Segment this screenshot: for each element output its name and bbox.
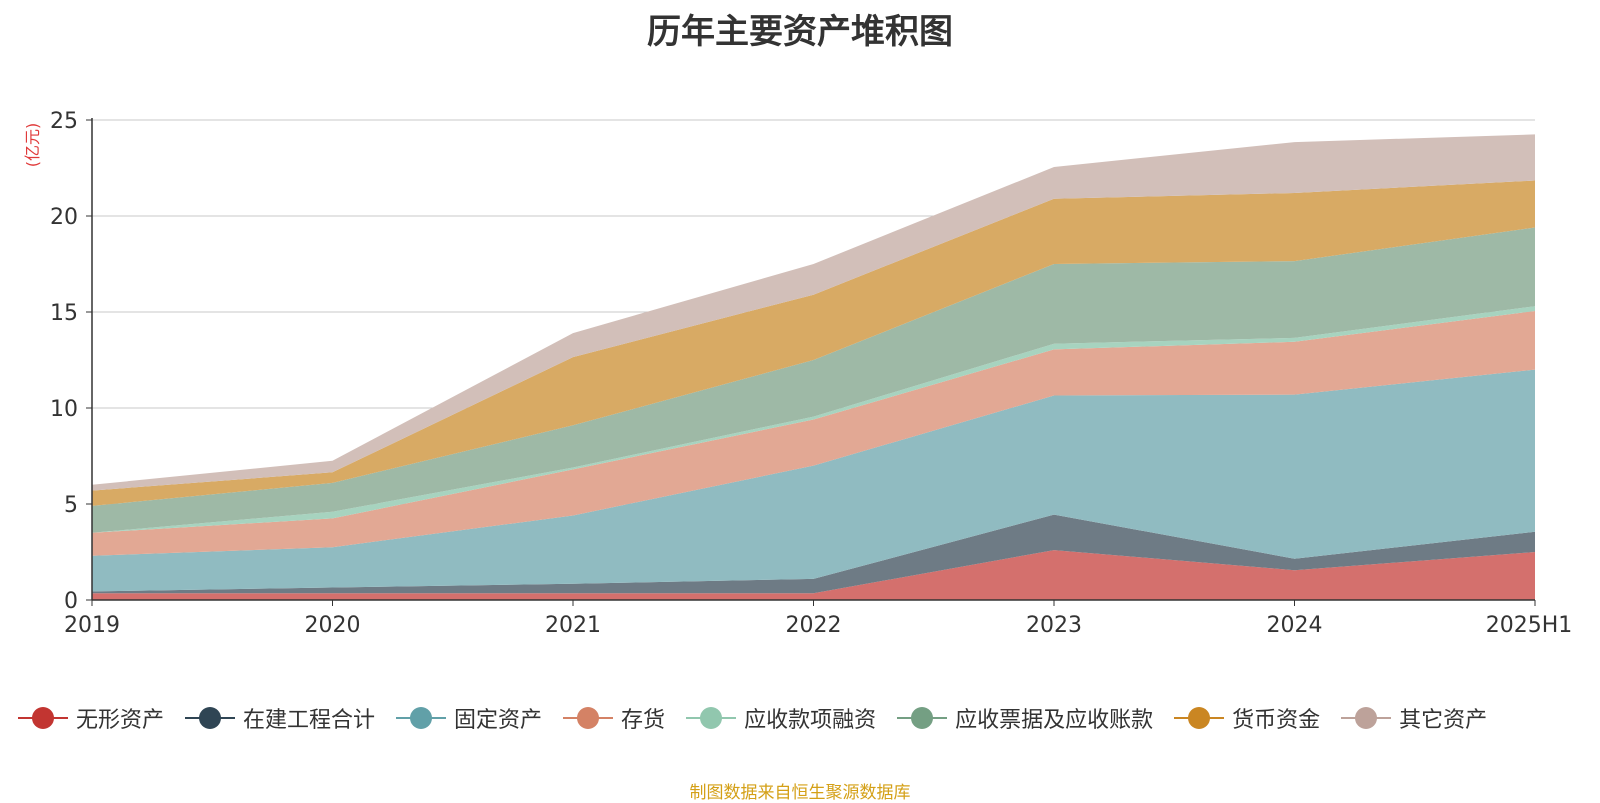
area-series-3 — [92, 311, 1535, 556]
legend-label: 存货 — [621, 708, 666, 733]
legend-item[interactable]: 应收票据及应收账款 — [897, 702, 1153, 734]
legend-label: 在建工程合计 — [243, 708, 376, 733]
y-tick-label: 10 — [50, 397, 78, 422]
x-tick-label: 2024 — [1267, 613, 1323, 638]
legend-label: 固定资产 — [454, 708, 543, 733]
x-tick-label: 2021 — [545, 613, 601, 638]
legend-label: 货币资金 — [1232, 708, 1321, 733]
legend-item[interactable]: 固定资产 — [396, 702, 542, 734]
legend-item[interactable]: 货币资金 — [1174, 702, 1320, 734]
x-tick-label: 2023 — [1026, 613, 1082, 638]
legend: 无形资产 在建工程合计 固定资产 存货 应收款项融资 应收票据及应收账款 货币资金 其它资产 — [18, 702, 1508, 734]
legend-item[interactable]: 其它资产 — [1341, 702, 1487, 734]
area-series-4 — [92, 306, 1535, 533]
source-note: 制图数据来自恒生聚源数据库 — [689, 783, 911, 803]
legend-item[interactable]: 无形资产 — [18, 702, 164, 734]
legend-marker-icon — [1174, 707, 1225, 729]
legend-label: 其它资产 — [1399, 708, 1488, 733]
legend-label: 应收票据及应收账款 — [955, 708, 1154, 733]
x-tick-label: 2019 — [64, 613, 120, 638]
stacked-area-chart: 0 5 10 15 20 25 2019 2020 2021 2022 2023 2024 2025H1… — [23, 109, 1572, 638]
legend-marker-icon — [686, 707, 737, 729]
y-tick-label: 0 — [64, 589, 78, 614]
y-axis-label: (亿元) — [23, 123, 42, 168]
legend-item[interactable]: 应收款项融资 — [686, 702, 876, 734]
legend-item[interactable]: 在建工程合计 — [185, 702, 375, 734]
area-series-0 — [92, 550, 1535, 600]
x-tick-label: 2025H1 — [1486, 613, 1573, 638]
y-tick-label: 25 — [50, 109, 78, 134]
legend-marker-icon — [897, 707, 948, 729]
area-series-5 — [92, 227, 1535, 533]
area-series-2 — [92, 369, 1535, 592]
x-tick-label: 2022 — [786, 613, 842, 638]
area-series-7 — [92, 134, 1535, 491]
y-tick-label: 15 — [50, 301, 78, 326]
legend-item[interactable]: 存货 — [563, 702, 665, 734]
area-series — [92, 134, 1535, 600]
legend-marker-icon — [185, 707, 236, 729]
legend-label: 无形资产 — [76, 708, 165, 733]
legend-marker-icon — [1341, 707, 1392, 729]
legend-marker-icon — [396, 707, 447, 729]
legend-marker-icon — [18, 707, 68, 729]
axes: 0 5 10 15 20 25 2019 2020 2021 2022 2023 2024 2025H1 — [50, 109, 1572, 638]
y-tick-label: 20 — [50, 205, 78, 230]
area-series-1 — [92, 514, 1535, 594]
y-tick-label: 5 — [64, 493, 78, 518]
area-series-6 — [92, 180, 1535, 506]
legend-marker-icon — [563, 707, 614, 729]
chart-title: 历年主要资产堆积图 — [647, 12, 953, 52]
legend-label: 应收款项融资 — [744, 708, 877, 733]
x-tick-label: 2020 — [305, 613, 361, 638]
